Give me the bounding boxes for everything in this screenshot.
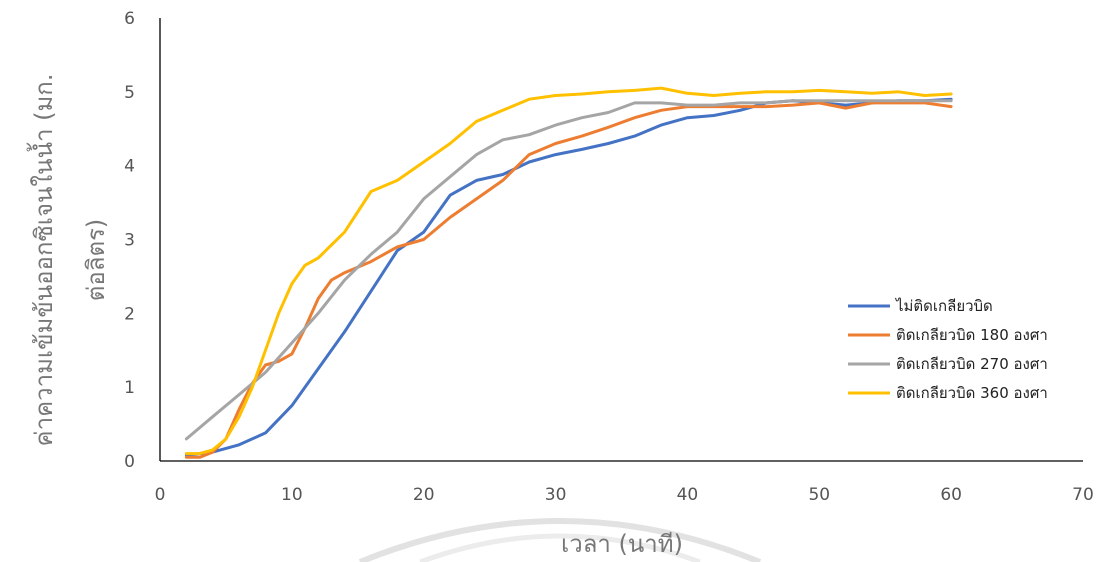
x-tick-label: 50 bbox=[808, 485, 830, 505]
y-tick-label: 3 bbox=[124, 231, 135, 251]
y-tick-label: 1 bbox=[124, 378, 135, 398]
legend-label-1: ไม่ติดเกลียวบิด bbox=[895, 297, 993, 315]
x-tick-label: 40 bbox=[677, 485, 699, 505]
y-tick-label: 5 bbox=[124, 83, 135, 103]
x-tick-label: 10 bbox=[281, 485, 303, 505]
x-tick-label: 60 bbox=[940, 485, 962, 505]
y-tick-label: 6 bbox=[124, 9, 135, 29]
x-tick-label: 30 bbox=[545, 485, 567, 505]
x-tick-labels: 0 10 20 30 40 50 60 70 bbox=[155, 485, 1094, 505]
watermark-arcs bbox=[358, 518, 762, 562]
series-line-4 bbox=[184, 86, 953, 456]
y-tick-labels: 0 1 2 3 4 5 6 bbox=[124, 9, 135, 472]
legend-label-3: ติดเกลียวบิด 270 องศา bbox=[896, 355, 1048, 373]
legend-label-4: ติดเกลียวบิด 360 องศา bbox=[896, 384, 1048, 402]
y-axis-title-line1: ค่าความเข้มข้นออกซิเจนในน้ำ (มก. bbox=[26, 74, 58, 447]
y-tick-label: 4 bbox=[124, 157, 135, 177]
series-line-2 bbox=[184, 101, 953, 459]
x-tick-label: 0 bbox=[155, 485, 166, 505]
y-tick-label: 0 bbox=[124, 452, 135, 472]
y-axis-title: ค่าความเข้มข้นออกซิเจนในน้ำ (มก. ต่อลิตร… bbox=[26, 74, 110, 447]
x-axis-title: เวลา (นาที) bbox=[561, 530, 683, 558]
legend: ไม่ติดเกลียวบิดติดเกลียวบิด 180 องศาติดเ… bbox=[848, 297, 1048, 402]
x-tick-label: 70 bbox=[1072, 485, 1094, 505]
series-line-1 bbox=[184, 97, 953, 457]
x-tick-label: 20 bbox=[413, 485, 435, 505]
y-tick-label: 2 bbox=[124, 304, 135, 324]
y-axis-title-line2: ต่อลิตร) bbox=[82, 219, 110, 302]
series-lines bbox=[184, 86, 953, 459]
series-line-3 bbox=[184, 99, 953, 441]
axes bbox=[159, 18, 1083, 462]
legend-label-2: ติดเกลียวบิด 180 องศา bbox=[896, 326, 1048, 344]
